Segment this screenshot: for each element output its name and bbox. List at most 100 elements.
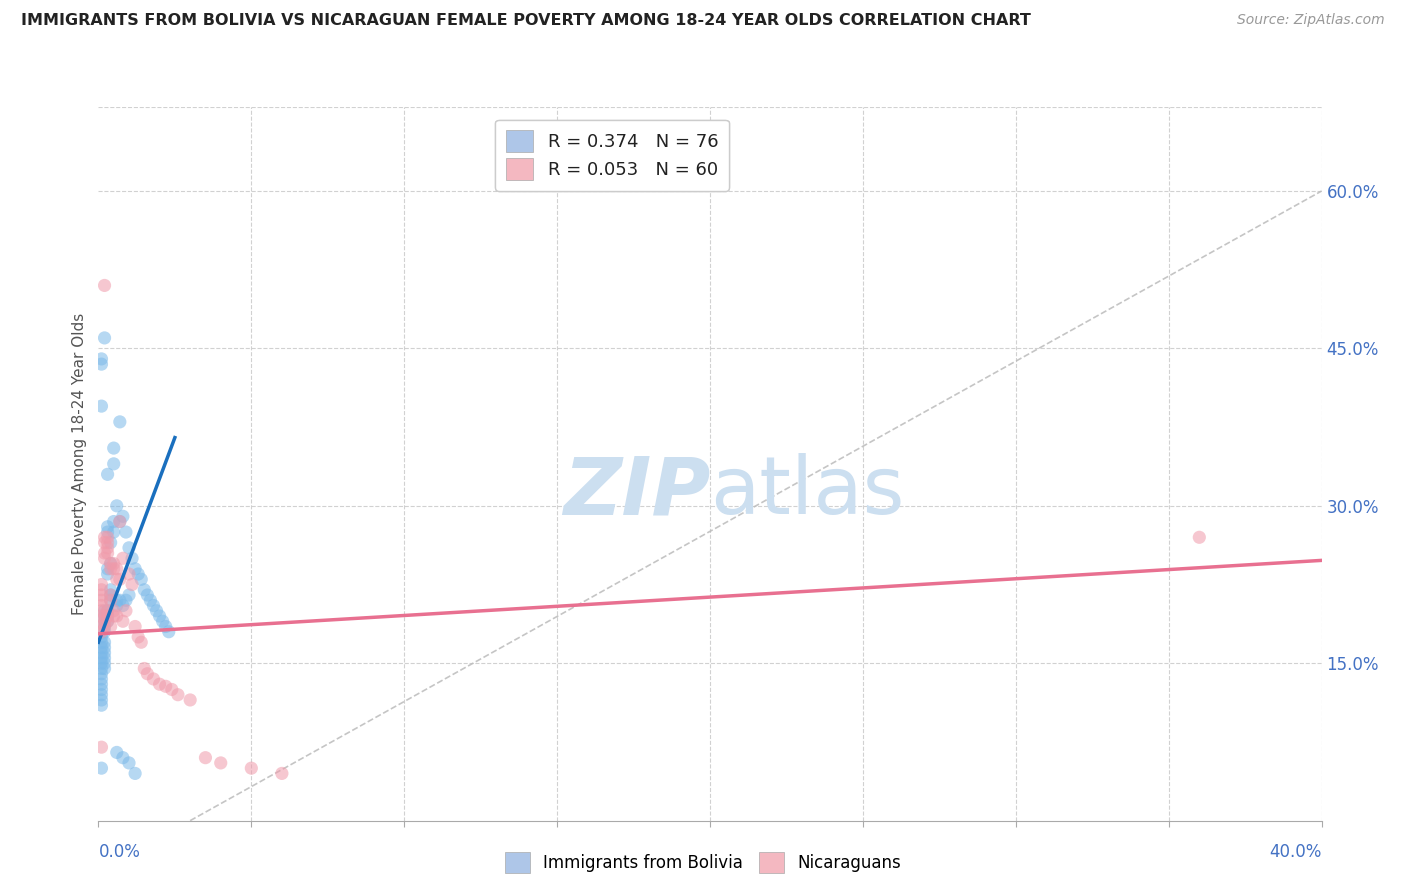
Point [121,551,143,566]
Point [115,524,138,539]
Point [111,750,134,764]
Point [93,619,115,633]
Point [97,562,120,576]
Point [103,515,125,529]
Point [105,562,128,576]
Point [90,640,112,655]
Point [93,614,115,628]
Point [93,609,115,624]
Point [93,331,115,345]
Point [97,520,120,534]
Point [93,278,115,293]
Point [97,604,120,618]
Point [142,672,165,686]
Point [100,557,122,571]
Text: IMMIGRANTS FROM BOLIVIA VS NICARAGUAN FEMALE POVERTY AMONG 18-24 YEAR OLDS CORRE: IMMIGRANTS FROM BOLIVIA VS NICARAGUAN FE… [21,13,1031,29]
Point [105,609,128,624]
Point [149,609,172,624]
Point [108,415,131,429]
Point [240,761,263,775]
Text: atlas: atlas [710,453,904,532]
Point [90,619,112,633]
Point [160,682,183,697]
Point [103,457,125,471]
Point [105,499,128,513]
Point [270,766,292,780]
Point [90,657,112,671]
Point [90,399,112,413]
Point [142,599,165,613]
Point [97,546,120,560]
Point [105,599,128,613]
Point [108,515,131,529]
Point [90,624,112,639]
Point [93,624,115,639]
Point [93,546,115,560]
Point [93,640,115,655]
Point [100,562,122,576]
Point [90,761,112,775]
Point [97,467,120,482]
Point [90,677,112,691]
Point [90,666,112,681]
Point [100,588,122,602]
Point [127,567,149,582]
Point [90,740,112,755]
Point [103,524,125,539]
Text: ZIP: ZIP [562,453,710,532]
Point [111,614,134,628]
Point [118,567,141,582]
Point [194,750,217,764]
Point [97,541,120,555]
Point [90,351,112,366]
Point [103,562,125,576]
Point [93,535,115,549]
Point [155,679,177,693]
Point [90,357,112,371]
Point [90,682,112,697]
Point [100,582,122,597]
Point [90,646,112,660]
Point [97,524,120,539]
Point [155,619,177,633]
Point [105,593,128,607]
Point [115,604,138,618]
Point [90,582,112,597]
Legend: Immigrants from Bolivia, Nicaraguans: Immigrants from Bolivia, Nicaraguans [498,846,908,880]
Point [118,588,141,602]
Point [108,515,131,529]
Point [157,624,180,639]
Point [90,688,112,702]
Point [103,441,125,455]
Point [93,661,115,675]
Point [167,688,190,702]
Point [93,619,115,633]
Point [90,635,112,649]
Point [90,693,112,707]
Point [90,661,112,675]
Point [90,577,112,591]
Point [103,557,125,571]
Point [90,604,112,618]
Point [127,630,149,644]
Y-axis label: Female Poverty Among 18-24 Year Olds: Female Poverty Among 18-24 Year Olds [72,313,87,615]
Point [115,593,138,607]
Point [152,614,174,628]
Point [97,614,120,628]
Point [97,609,120,624]
Point [93,530,115,544]
Point [97,530,120,544]
Point [100,535,122,549]
Point [129,635,152,649]
Point [103,609,125,624]
Point [93,651,115,665]
Point [111,509,134,524]
Point [90,593,112,607]
Point [124,766,146,780]
Point [100,593,122,607]
Point [93,635,115,649]
Point [105,746,128,760]
Text: Source: ZipAtlas.com: Source: ZipAtlas.com [1237,13,1385,28]
Point [134,582,156,597]
Point [134,661,156,675]
